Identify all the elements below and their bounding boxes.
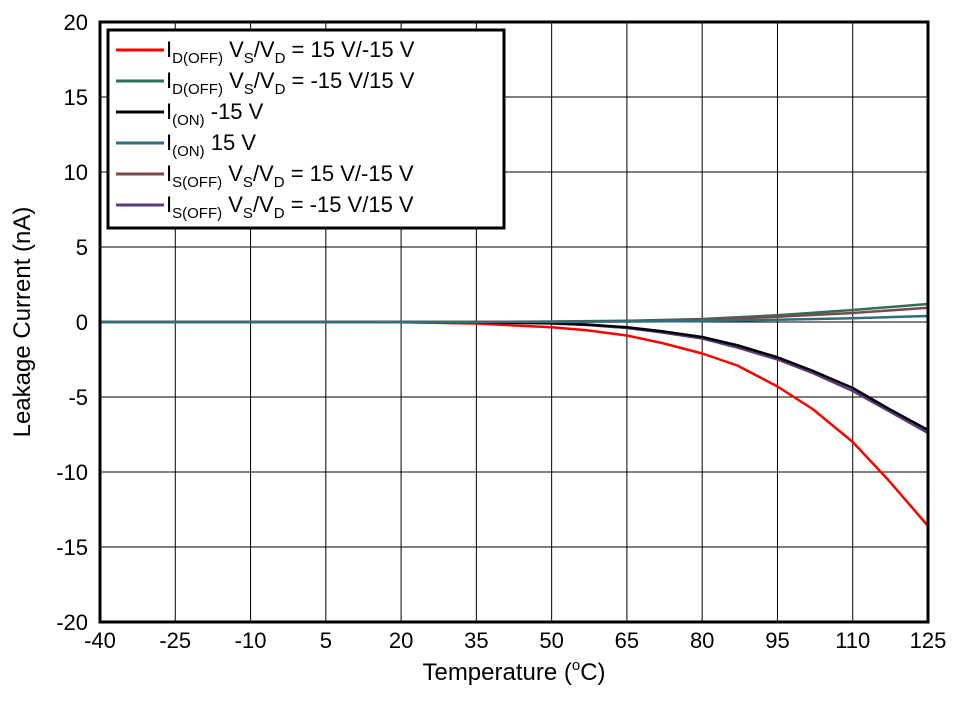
x-tick-label: 110 <box>835 628 870 653</box>
y-tick-label: -10 <box>56 460 88 485</box>
y-tick-label: 15 <box>64 85 88 110</box>
y-tick-label: -5 <box>68 385 88 410</box>
y-axis-label: Leakage Current (nA) <box>9 207 36 438</box>
x-tick-label: 95 <box>765 628 789 653</box>
x-tick-label: -40 <box>84 628 116 653</box>
x-tick-label: 50 <box>539 628 563 653</box>
leakage-current-chart: -40 -25 -10 5 20 35 50 65 80 95 110 125 -20 -15 -10 -5 0… <box>0 0 958 701</box>
x-tick-label: 20 <box>389 628 413 653</box>
y-tick-label: 5 <box>76 235 88 260</box>
y-tick-label: 0 <box>76 310 88 335</box>
y-tick-label: 10 <box>64 160 88 185</box>
y-tick-label: 20 <box>64 10 88 35</box>
y-tick-label: -20 <box>56 610 88 635</box>
chart-container: -40 -25 -10 5 20 35 50 65 80 95 110 125 -20 -15 -10 -5 0… <box>0 0 958 701</box>
x-tick-label: 80 <box>690 628 714 653</box>
x-tick-label: 5 <box>320 628 332 653</box>
x-tick-label: -25 <box>159 628 191 653</box>
x-tick-label: 65 <box>615 628 639 653</box>
y-tick-label: -15 <box>56 535 88 560</box>
x-tick-label: 35 <box>464 628 488 653</box>
x-tick-label: -10 <box>235 628 267 653</box>
x-tick-label: 125 <box>910 628 947 653</box>
